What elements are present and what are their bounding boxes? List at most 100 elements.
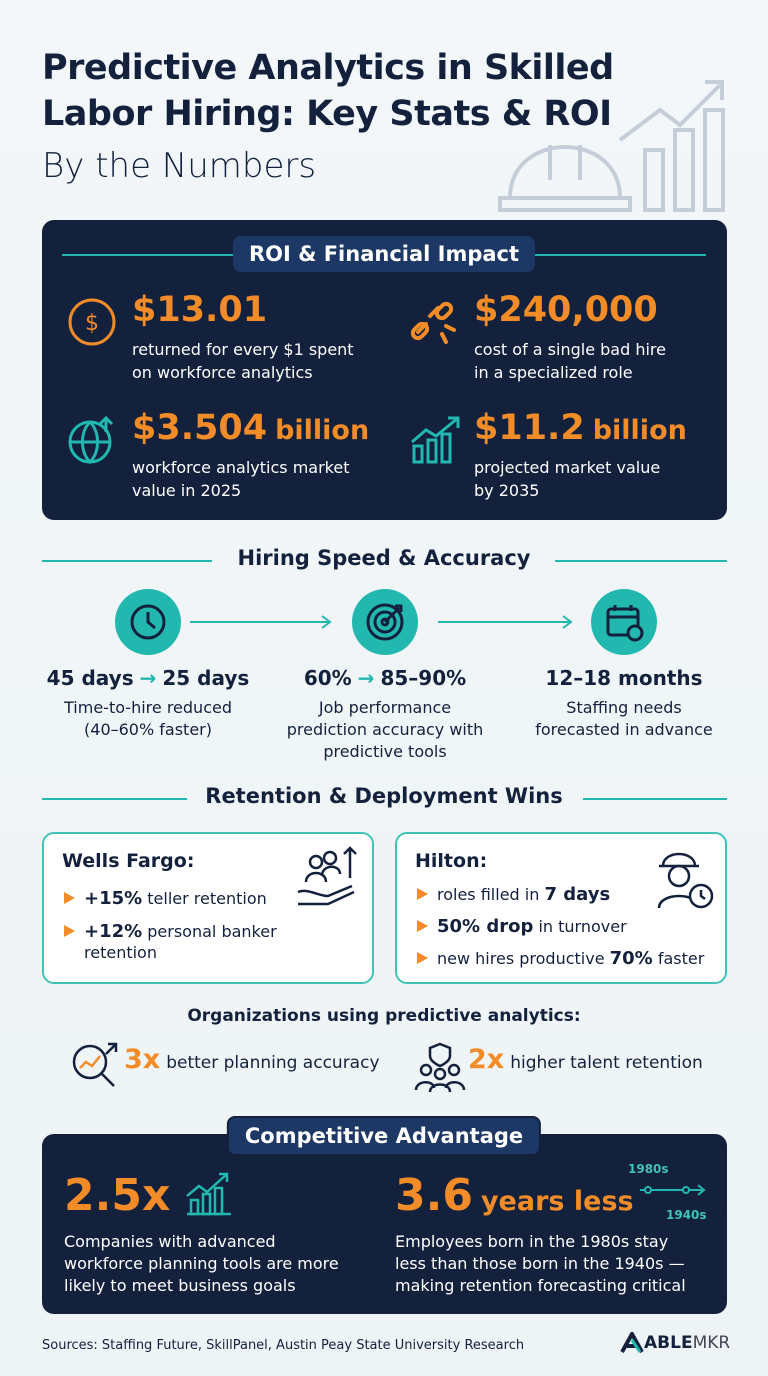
highlight: 50% drop bbox=[437, 916, 534, 937]
org-icon bbox=[412, 1040, 468, 1096]
divider bbox=[42, 798, 187, 800]
arrow: → bbox=[139, 666, 157, 690]
comp-desc: likely to meet business goals bbox=[64, 1276, 296, 1295]
case-icon bbox=[294, 844, 364, 918]
stat-label: cost of a single bad hire bbox=[474, 340, 666, 359]
flow-arrow bbox=[190, 614, 335, 634]
speed-desc: prediction accuracy with bbox=[286, 720, 484, 739]
org-text: higher talent retention bbox=[510, 1053, 703, 1073]
flow-arrow bbox=[438, 614, 576, 634]
subtitle: By the Numbers bbox=[42, 146, 317, 186]
title: Labor Hiring: Key Stats & ROI bbox=[42, 94, 612, 134]
divider bbox=[555, 560, 727, 562]
comp-desc: making retention forecasting critical bbox=[395, 1276, 686, 1295]
speed-stat: 12–18 months bbox=[545, 666, 702, 690]
bullet-text: new hires productive bbox=[437, 949, 605, 968]
case-card: Wells Fargo: +15% teller retention +12% pe… bbox=[42, 832, 374, 984]
svg-text:$: $ bbox=[85, 311, 99, 336]
value: 3.6 bbox=[395, 1170, 473, 1221]
value: $13.01 bbox=[132, 290, 268, 330]
bullet: 50% drop in turnover bbox=[415, 916, 715, 937]
stat-icon bbox=[66, 414, 118, 470]
case-card: Hilton: roles filled in 7 days 50% drop in… bbox=[395, 832, 727, 984]
stat-label: value in 2025 bbox=[132, 481, 242, 500]
comp-desc: Employees born in the 1980s stay bbox=[395, 1232, 669, 1251]
logo-text: MKR bbox=[692, 1333, 731, 1353]
stat-icon bbox=[408, 414, 464, 470]
timeline bbox=[640, 1180, 710, 1204]
bullet: new hires productive 70% faster bbox=[415, 948, 715, 969]
org-stat: 2x higher talent retention bbox=[468, 1044, 703, 1075]
highlight: +15% bbox=[84, 888, 143, 909]
highlight: +12% bbox=[84, 921, 143, 942]
stat-from: 12–18 months bbox=[545, 666, 703, 690]
stat-icon bbox=[408, 296, 460, 352]
value: 2.5x bbox=[64, 1170, 171, 1221]
company: Wells Fargo: bbox=[62, 850, 195, 872]
org-value: 2x bbox=[468, 1044, 505, 1075]
unit: billion bbox=[592, 415, 687, 446]
speed-desc: forecasted in advance bbox=[535, 720, 713, 739]
value: $11.2 bbox=[474, 408, 585, 448]
comp-value: 2.5x bbox=[64, 1170, 170, 1221]
logo-text: ABLE bbox=[644, 1333, 693, 1353]
company: Hilton: bbox=[415, 850, 488, 872]
stat-from: 45 days bbox=[46, 666, 134, 690]
stat-label: returned for every $1 spent bbox=[132, 340, 354, 359]
stat-value: $11.2 billion bbox=[474, 408, 687, 448]
comp-desc: Companies with advanced bbox=[64, 1232, 276, 1251]
logo-mark bbox=[620, 1332, 644, 1353]
bullet-text: roles filled in bbox=[437, 885, 540, 904]
title: Predictive Analytics in Skilled bbox=[42, 48, 614, 88]
speed-stat: 45 days → 25 days bbox=[47, 666, 250, 690]
org-text: better planning accuracy bbox=[166, 1053, 380, 1073]
arrow: → bbox=[357, 666, 375, 690]
bullet-list: roles filled in 7 days 50% drop in turnov… bbox=[415, 884, 715, 980]
speed-icon bbox=[115, 589, 181, 655]
bullet: roles filled in 7 days bbox=[415, 884, 715, 905]
stat-from: 60% bbox=[303, 666, 352, 690]
stat-icon: $ bbox=[66, 296, 118, 352]
stat-value: $240,000 bbox=[474, 290, 658, 330]
divider bbox=[42, 560, 212, 562]
value: $3.504 bbox=[132, 408, 268, 448]
speed-stat: 60% → 85–90% bbox=[304, 666, 466, 690]
speed-desc: Time-to-hire reduced bbox=[64, 698, 232, 717]
section-heading: Hiring Speed & Accuracy bbox=[237, 546, 531, 570]
stat-label: projected market value bbox=[474, 458, 661, 477]
stat-value: $3.504 billion bbox=[132, 408, 369, 448]
speed-icon bbox=[591, 589, 657, 655]
stat-value: $13.01 bbox=[132, 290, 267, 330]
stat-to: 25 days bbox=[162, 666, 250, 690]
bullet: +15% teller retention bbox=[62, 888, 332, 909]
stat-label: by 2035 bbox=[474, 481, 540, 500]
highlight: 7 days bbox=[544, 884, 611, 905]
stat-to: 85–90% bbox=[380, 666, 467, 690]
org-value: 3x bbox=[124, 1044, 161, 1075]
comp-desc: less than those born in the 1940s — bbox=[395, 1254, 685, 1273]
stat-label: in a specialized role bbox=[474, 363, 633, 382]
value: $240,000 bbox=[474, 290, 658, 330]
speed-desc: (40–60% faster) bbox=[84, 720, 212, 739]
section-heading: Retention & Deployment Wins bbox=[205, 784, 563, 808]
org-stat: 3x better planning accuracy bbox=[124, 1044, 380, 1075]
speed-desc: Staffing needs bbox=[566, 698, 682, 717]
stat-label: workforce analytics market bbox=[132, 458, 350, 477]
comp-desc: workforce planning tools are more bbox=[64, 1254, 339, 1273]
comp-value: 3.6 years less bbox=[395, 1170, 634, 1221]
logo: ABLE MKR bbox=[620, 1332, 730, 1354]
helmet-chart-icon bbox=[498, 80, 725, 212]
timeline-label: 1940s bbox=[666, 1208, 707, 1222]
bullet-text: faster bbox=[657, 949, 705, 968]
competitive-panel bbox=[42, 1134, 727, 1314]
org-icon bbox=[68, 1040, 120, 1096]
unit: billion bbox=[275, 415, 370, 446]
speed-icon bbox=[352, 589, 418, 655]
sources: Sources: Staffing Future, SkillPanel, Au… bbox=[42, 1338, 525, 1353]
highlight: 70% bbox=[609, 948, 653, 969]
competitive-heading: Competitive Advantage bbox=[226, 1116, 542, 1156]
bullet: +12% personal banker retention bbox=[62, 921, 332, 963]
speed-desc: Job performance bbox=[318, 698, 452, 717]
